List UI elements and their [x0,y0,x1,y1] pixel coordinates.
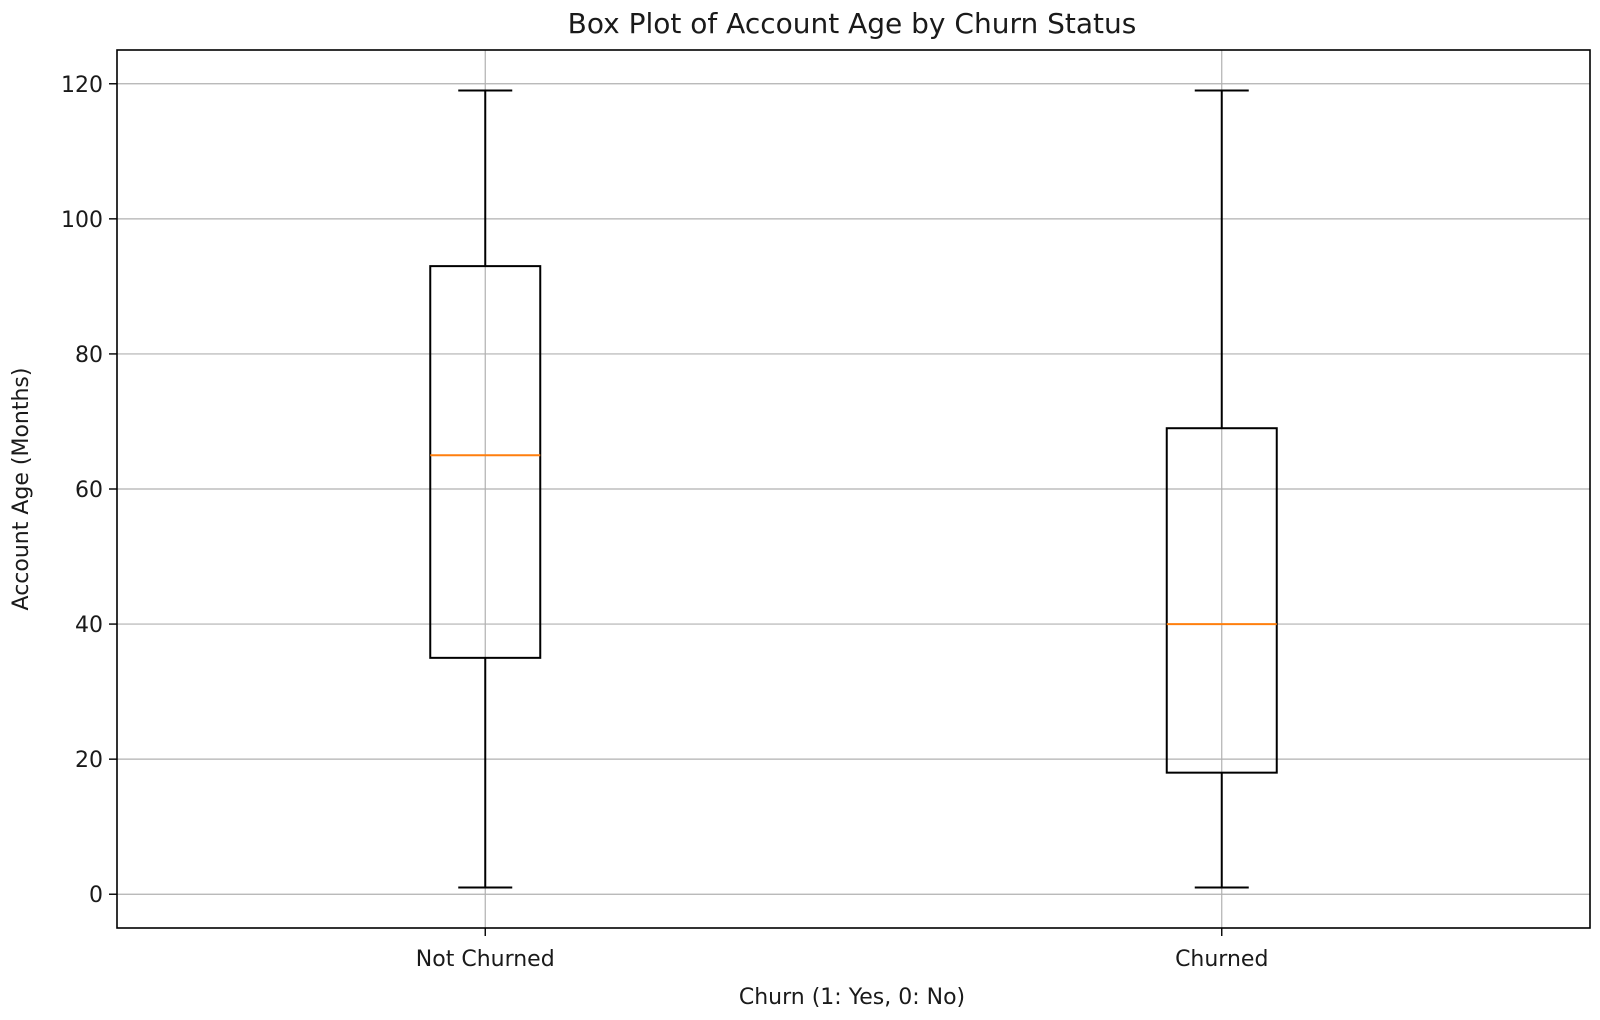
box-layer [429,89,1278,889]
x-axis-label: Churn (1: Yes, 0: No) [739,985,965,1010]
y-tick-label: 60 [75,478,103,503]
y-tick-label: 120 [61,73,103,98]
grid-layer [117,50,1590,928]
box-group-not-churned [429,89,542,889]
box-group-churned [1165,89,1278,889]
y-tick-label: 80 [75,343,103,368]
box-iqr [1165,427,1278,774]
box-iqr [429,265,542,659]
x-tick-label: Churned [1175,947,1268,972]
y-tick-label: 0 [89,883,103,908]
x-tick-label: Not Churned [416,947,555,972]
tick-layer: 0 20 40 60 80 100 120 Not Churned Churned [61,73,1268,972]
y-axis-label: Account Age (Months) [9,368,34,611]
y-tick-label: 40 [75,613,103,638]
y-tick-label: 20 [75,748,103,773]
chart-title: Box Plot of Account Age by Churn Status [568,7,1137,40]
y-tick-label: 100 [61,208,103,233]
